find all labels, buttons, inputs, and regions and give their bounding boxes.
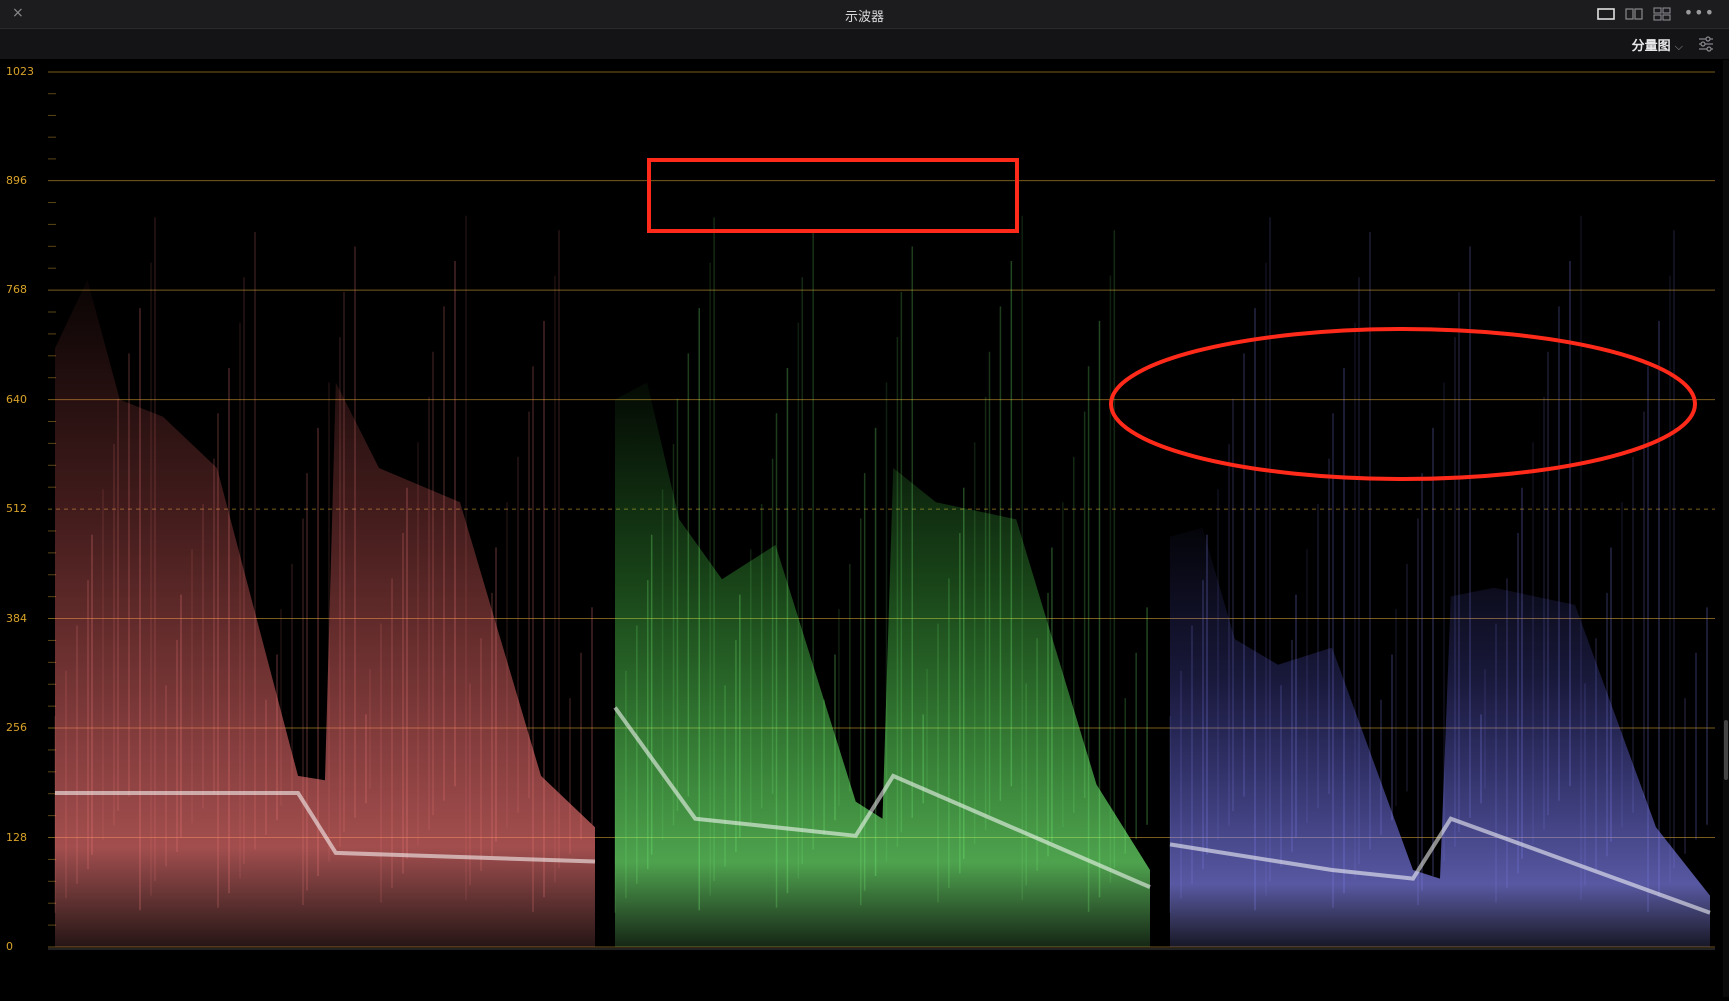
green-channel-waveform [613, 215, 1151, 947]
layout-switcher [1597, 6, 1671, 21]
scale-tick-label: 1023 [6, 65, 34, 78]
highlight-ellipse [1109, 327, 1697, 481]
scale-tick-label: 640 [6, 392, 27, 406]
scope-mode-label: 分量图 [1631, 39, 1671, 54]
quad-view-icon[interactable] [1653, 6, 1671, 21]
scope-toolbar: 分量图 ⌵ [0, 29, 1729, 59]
scroll-thumb[interactable] [1724, 720, 1728, 780]
window-title: 示波器 [844, 10, 884, 25]
highlight-rectangle [647, 158, 1019, 233]
close-icon[interactable]: × [12, 5, 24, 21]
single-view-icon[interactable] [1597, 6, 1615, 20]
scale-tick-label: 896 [6, 173, 27, 187]
scale-tick-label: 128 [6, 830, 27, 844]
title-bar: × 示波器 ••• [0, 0, 1729, 29]
blue-channel-waveform [1169, 215, 1711, 947]
more-icon[interactable]: ••• [1683, 3, 1715, 22]
chevron-down-icon: ⌵ [1674, 40, 1683, 53]
scope-settings-icon[interactable] [1697, 35, 1715, 53]
waveform-parade-scope: 1023 896 768 640 512 384 256 128 0 [0, 60, 1729, 997]
scale-tick-label: 768 [6, 283, 27, 297]
scope-scrollbar[interactable] [1723, 60, 1729, 997]
scale-tick-label: 256 [6, 721, 27, 735]
scale-tick-label: 0 [6, 940, 13, 953]
dual-view-icon[interactable] [1625, 6, 1643, 20]
scale-tick-label: 512 [6, 502, 27, 516]
red-channel-waveform [54, 215, 596, 947]
scope-mode-dropdown[interactable]: 分量图 ⌵ [1632, 35, 1683, 54]
scale-tick-label: 384 [6, 611, 27, 625]
parade-graticule [48, 71, 1715, 950]
